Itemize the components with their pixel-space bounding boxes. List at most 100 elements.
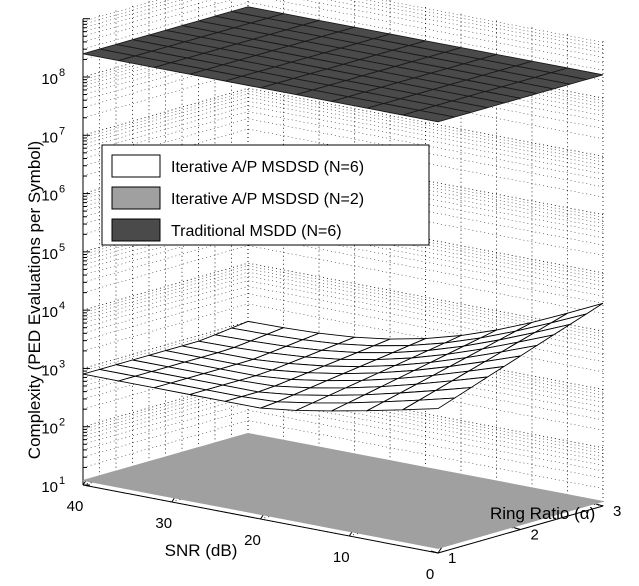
grid-line <box>82 213 604 283</box>
grid-line <box>82 70 604 139</box>
grid-line <box>82 0 604 46</box>
z-tick-label: 10 <box>41 421 58 438</box>
surface-patch-n2 <box>82 475 136 488</box>
x-tick-label: 0 <box>426 566 434 581</box>
grid-line <box>82 379 604 449</box>
grid-line <box>82 351 604 421</box>
z-axis-label: Complexity (PED Evaluations per Symbol) <box>25 141 44 459</box>
grid-line <box>82 392 604 461</box>
grid-line <box>82 159 604 228</box>
legend-item: Iterative A/P MSDSD (N=2) <box>111 186 364 210</box>
grid-line <box>82 388 604 457</box>
grid-line <box>82 382 604 451</box>
legend-item: Iterative A/P MSDSD (N=6) <box>111 154 364 178</box>
grid-line <box>82 262 604 332</box>
legend-swatch <box>111 186 161 210</box>
grid-line <box>82 111 604 180</box>
grid-line <box>82 100 604 170</box>
z-tick-label: 10 <box>41 362 58 379</box>
grid-line <box>82 0 604 64</box>
grid-line <box>82 146 604 215</box>
grid-line <box>82 245 604 314</box>
grid-line <box>82 151 604 221</box>
z-tick-exponent: 2 <box>59 417 65 429</box>
x-tick-label: 30 <box>155 515 172 532</box>
grid-line <box>82 176 604 246</box>
surface-patch-traditional <box>82 48 136 62</box>
x-axis-label: SNR (dB) <box>165 541 238 560</box>
tick-mark <box>437 546 443 554</box>
z-tick-exponent: 6 <box>59 184 65 196</box>
grid-line <box>82 128 604 198</box>
grid-line <box>82 118 604 188</box>
z-tick-label: 10 <box>41 188 58 205</box>
x-tick-label: 20 <box>244 532 261 549</box>
grid-line <box>82 409 604 479</box>
grid-line <box>82 0 604 53</box>
legend-swatch <box>111 218 161 242</box>
grid-line <box>82 268 604 338</box>
z-tick-exponent: 7 <box>59 125 65 137</box>
grid-line <box>82 105 604 175</box>
grid-line <box>82 87 604 157</box>
grid-line <box>82 275 604 345</box>
legend-label: Traditional MSDD (N=6) <box>171 223 342 240</box>
grid-line <box>82 397 604 466</box>
z-tick-label: 10 <box>41 246 58 263</box>
y-tick-label: 2 <box>531 527 539 544</box>
tick-mark <box>513 527 521 530</box>
grid-line <box>82 235 604 304</box>
z-tick-label: 10 <box>41 71 58 88</box>
z-tick-exponent: 8 <box>59 67 65 79</box>
grid-line <box>82 0 604 49</box>
z-tick-exponent: 4 <box>59 300 65 312</box>
y-tick-label: 1 <box>448 550 456 567</box>
grid-line <box>82 148 604 218</box>
z-tick-label: 10 <box>41 479 58 496</box>
grid-line <box>82 361 604 431</box>
grid-line <box>82 0 604 58</box>
grid-line <box>82 265 604 335</box>
grid-line <box>82 0 604 43</box>
grid-line <box>82 217 604 287</box>
z-tick-exponent: 1 <box>59 475 65 487</box>
grid-line <box>82 420 604 489</box>
grid-line <box>82 385 604 454</box>
grid-line <box>82 187 604 256</box>
grid-line <box>82 334 604 403</box>
z-tick-exponent: 5 <box>59 242 65 254</box>
legend-swatch <box>111 154 161 178</box>
grid-line <box>82 210 604 279</box>
grid-line <box>82 222 604 291</box>
z-tick-label: 10 <box>41 129 58 146</box>
grid-line <box>82 227 604 297</box>
grid-line <box>82 207 604 276</box>
legend-label: Iterative A/P MSDSD (N=2) <box>171 191 364 208</box>
grid-line <box>82 204 604 274</box>
grid-line <box>82 97 604 166</box>
tick-mark <box>595 503 604 507</box>
axes <box>82 18 604 554</box>
legend: Iterative A/P MSDSD (N=6) Iterative A/P … <box>101 144 430 246</box>
legend-item: Traditional MSDD (N=6) <box>111 218 342 242</box>
z-tick-exponent: 3 <box>59 358 65 370</box>
grid-line <box>82 338 604 408</box>
grid-line <box>82 155 604 224</box>
grid-line <box>82 93 604 163</box>
grid-line <box>82 344 604 413</box>
x-tick-label: 10 <box>333 549 350 566</box>
grid-line <box>82 169 604 239</box>
legend-label: Iterative A/P MSDSD (N=6) <box>171 159 364 176</box>
grid-line <box>82 271 604 341</box>
x-tick-label: 40 <box>67 498 84 515</box>
surface-patch-n6 <box>82 368 136 382</box>
surfaces <box>82 6 604 549</box>
grid-line <box>82 1 604 71</box>
grid-line <box>82 280 604 349</box>
y-axis-label: Ring Ratio (α) <box>490 504 595 523</box>
grid-line <box>82 402 604 472</box>
grid-line <box>82 163 604 233</box>
